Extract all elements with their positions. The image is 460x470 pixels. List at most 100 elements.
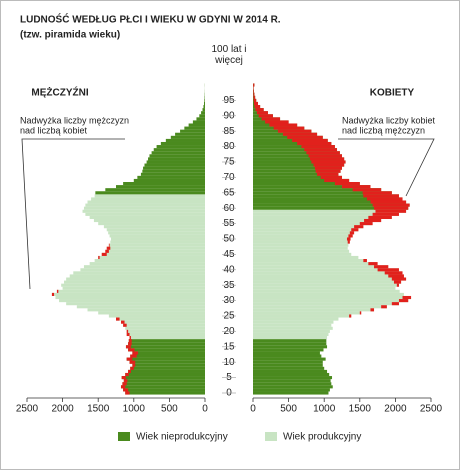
bar <box>126 357 205 361</box>
bar <box>253 271 403 275</box>
bar <box>128 342 205 346</box>
bar <box>253 388 330 392</box>
bar <box>253 228 359 232</box>
excess-bar <box>98 255 100 260</box>
excess-bar <box>370 308 375 312</box>
bar <box>253 369 328 373</box>
bar <box>201 111 205 115</box>
excess-bar <box>388 274 404 278</box>
annotation: Nadwyżka liczby kobiet <box>342 115 436 125</box>
excess-bar <box>315 169 341 173</box>
bar <box>126 332 205 337</box>
x-tick-label: 2500 <box>16 404 39 415</box>
bar <box>253 286 396 290</box>
excess-bar <box>320 175 342 179</box>
bar <box>95 191 205 195</box>
bar <box>80 268 205 272</box>
bar <box>143 166 205 170</box>
bar <box>253 351 320 355</box>
excess-bar <box>253 95 256 99</box>
right-heading: KOBIETY <box>370 88 415 99</box>
bar <box>253 332 329 337</box>
bar <box>253 197 403 201</box>
bar <box>253 160 346 164</box>
bar <box>140 172 205 176</box>
excess-bar <box>349 231 355 235</box>
bar <box>128 369 205 373</box>
chart-title: LUDNOŚĆ WEDŁUG PŁCI I WIEKU W GDYNI W 20… <box>20 13 281 26</box>
excess-bar <box>269 123 298 127</box>
bar <box>61 283 206 287</box>
bar <box>253 182 360 186</box>
excess-bar <box>126 329 129 333</box>
bar <box>253 283 399 287</box>
excess-bar <box>253 98 257 102</box>
excess-bar <box>256 111 268 115</box>
bar <box>51 292 205 296</box>
bar <box>82 209 205 213</box>
bar <box>122 382 205 386</box>
excess-bar <box>255 108 264 112</box>
excess-bar <box>313 163 345 167</box>
bar <box>253 382 332 386</box>
excess-bar <box>292 138 328 142</box>
bar <box>253 145 335 149</box>
excess-bar <box>258 114 273 118</box>
bar <box>253 240 350 244</box>
excess-bar <box>351 228 359 232</box>
x-tick-label: 500 <box>280 404 297 415</box>
bar <box>253 323 332 327</box>
bar <box>132 351 205 355</box>
excess-bar <box>126 357 133 361</box>
excess-bar <box>317 172 339 176</box>
excess-bar <box>377 268 399 272</box>
bar <box>149 154 205 158</box>
excess-bar <box>347 240 350 244</box>
annotation: nad liczbą kobiet <box>20 125 88 135</box>
excess-bar <box>123 379 128 383</box>
bar <box>253 166 342 170</box>
excess-bar <box>334 182 360 186</box>
bar <box>144 163 205 167</box>
excess-bar <box>324 178 350 183</box>
bar <box>253 222 373 226</box>
excess-bar <box>130 354 137 358</box>
chart-subtitle: (tzw. piramida wieku) <box>20 30 120 41</box>
excess-bar <box>363 194 399 198</box>
excess-bar <box>359 222 373 226</box>
excess-bar <box>56 289 59 293</box>
bar <box>253 292 404 296</box>
annotation: nad liczbą mężczyzn <box>342 125 425 135</box>
bar <box>253 246 348 250</box>
excess-bar <box>287 135 323 139</box>
bar <box>106 246 205 250</box>
legend-label: Wiek produkcyjny <box>283 432 361 443</box>
excess-bar <box>304 148 338 152</box>
bar <box>253 268 399 272</box>
bar <box>133 178 205 183</box>
excess-bar <box>128 369 131 373</box>
bar <box>253 188 382 192</box>
bar <box>253 299 409 303</box>
bar <box>253 360 323 364</box>
bar <box>94 194 205 198</box>
excess-bar <box>132 363 136 367</box>
excess-bar <box>261 117 281 121</box>
bar <box>253 194 399 198</box>
bar <box>83 206 205 210</box>
excess-bar <box>128 348 135 352</box>
bar <box>253 391 329 395</box>
excess-bar <box>125 372 129 377</box>
bar <box>83 265 205 269</box>
bar <box>253 277 407 281</box>
excess-bar <box>277 129 312 133</box>
excess-bar <box>116 317 120 321</box>
bar <box>175 132 205 136</box>
bar <box>253 212 399 216</box>
bar <box>203 105 205 109</box>
bar <box>253 231 355 235</box>
bar <box>98 255 205 260</box>
left-heading: MĘŻCZYŹNI <box>31 86 88 99</box>
bar <box>253 255 359 260</box>
